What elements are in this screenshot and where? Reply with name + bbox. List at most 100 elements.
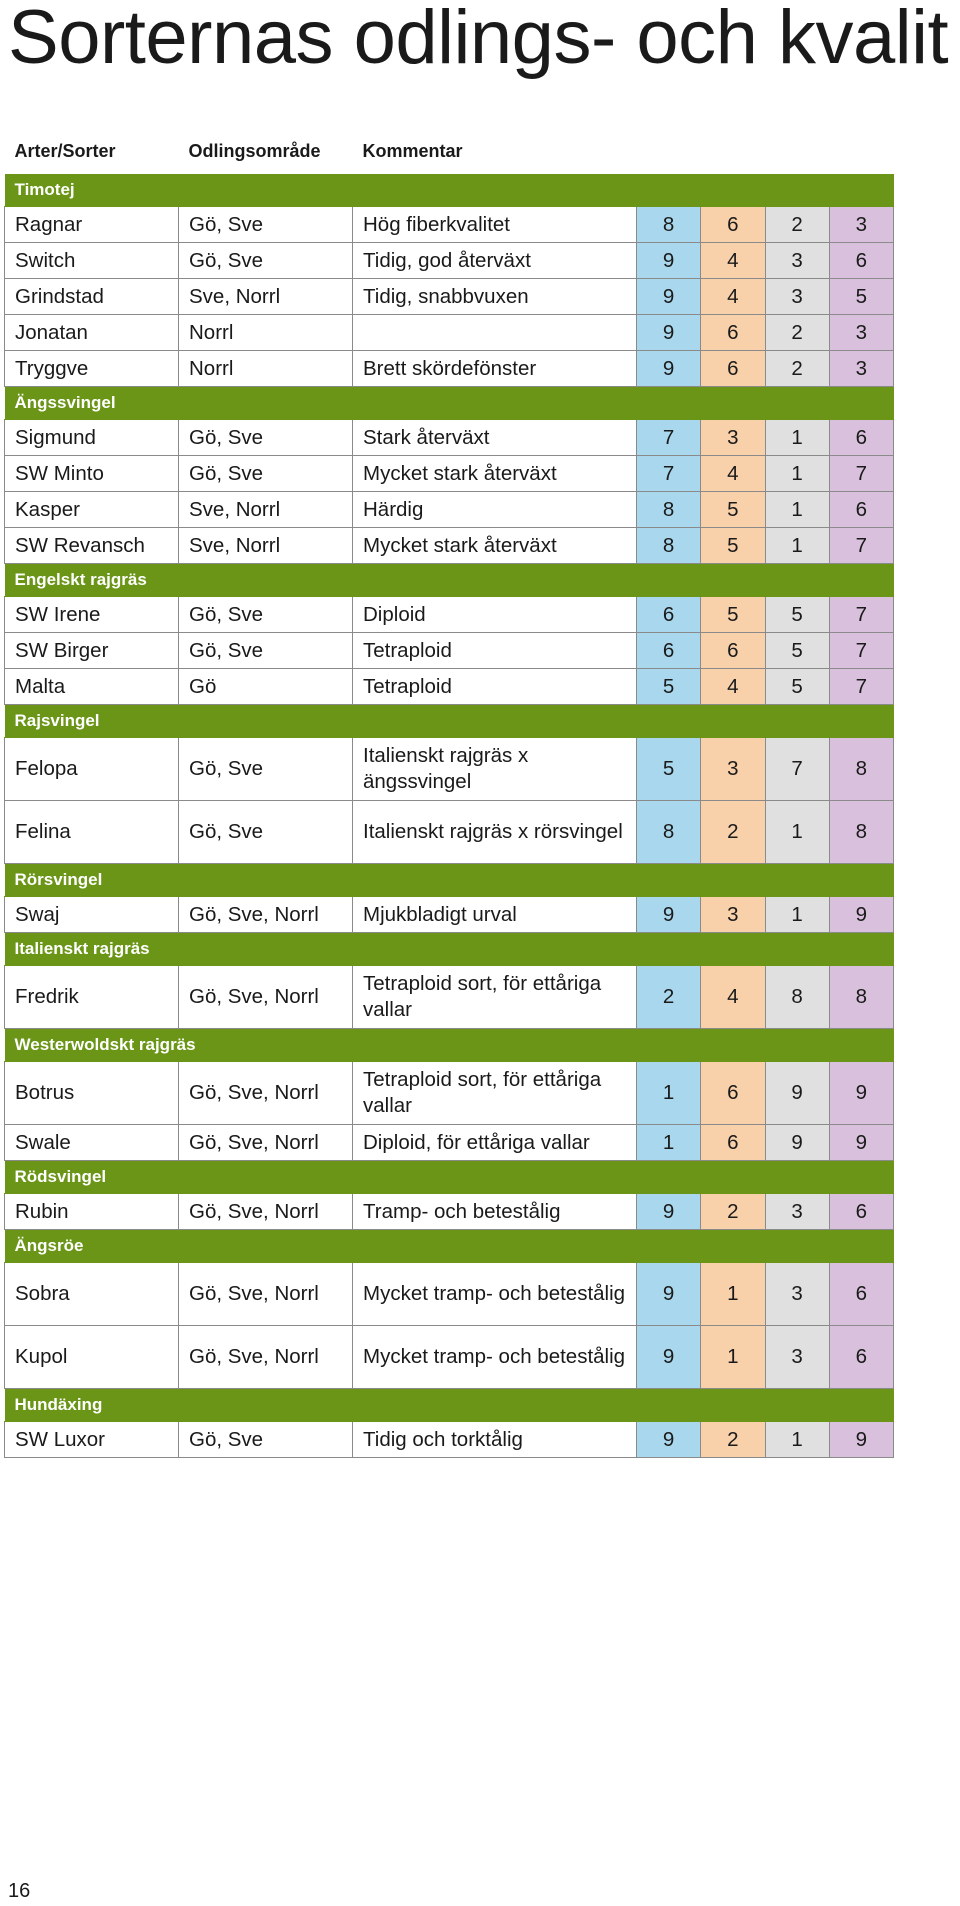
- variety-name: Kasper: [4, 491, 179, 528]
- value-cell-1: 9: [636, 314, 702, 351]
- table-row: Rubin Gö, Sve, Norrl Tramp- och betestålig…: [4, 1193, 895, 1230]
- value-cell-2: 6: [700, 314, 766, 351]
- column-header-area: Odlingsområde: [188, 140, 321, 161]
- table-row: SW Irene Gö, Sve Diploid 6 5 5 7: [4, 596, 895, 633]
- comment: Brett skördefönster: [352, 350, 637, 387]
- value-cell-1: 9: [636, 1421, 702, 1458]
- table-body: Timotej Ragnar Gö, Sve Hög fiberkvalitet 8 6 2…: [4, 174, 895, 1458]
- table-row: Switch Gö, Sve Tidig, god återväxt 9 4 3 6: [4, 242, 895, 279]
- variety-name: SW Irene: [4, 596, 179, 633]
- value-cell-1: 7: [636, 419, 702, 456]
- group-label: Ängsröe: [4, 1229, 894, 1263]
- variety-name: Jonatan: [4, 314, 179, 351]
- column-header-value-3: [765, 128, 829, 174]
- table-row: Sobra Gö, Sve, Norrl Mycket tramp- och bet…: [4, 1262, 895, 1326]
- growing-area: Norrl: [178, 314, 353, 351]
- value-cell-1: 2: [636, 965, 702, 1029]
- group-label: Rörsvingel: [4, 863, 894, 897]
- value-cell-4: 8: [829, 800, 895, 864]
- value-cell-2: 2: [700, 800, 766, 864]
- value-cell-2: 2: [700, 1421, 766, 1458]
- table-row: Botrus Gö, Sve, Norrl Tetraploid sort, för…: [4, 1061, 895, 1125]
- value-cell-4: 7: [829, 668, 895, 705]
- value-cell-4: 9: [829, 1421, 895, 1458]
- growing-area: Gö, Sve: [178, 632, 353, 669]
- growing-area: Gö: [178, 668, 353, 705]
- growing-area: Sve, Norrl: [178, 491, 353, 528]
- table-row: Malta Gö Tetraploid 5 4 5 7: [4, 668, 895, 705]
- value-cell-2: 6: [700, 1061, 766, 1125]
- comment: Mycket tramp- och betestålig: [352, 1262, 637, 1326]
- variety-name: Felina: [4, 800, 179, 864]
- value-cell-3: 1: [765, 419, 830, 456]
- value-cell-3: 5: [765, 632, 830, 669]
- value-cell-2: 6: [700, 632, 766, 669]
- comment: Diploid, för ettåriga vallar: [352, 1124, 637, 1161]
- comment: Härdig: [352, 491, 637, 528]
- value-cell-3: 3: [765, 1262, 830, 1326]
- value-cell-2: 3: [700, 737, 766, 801]
- group-label: Timotej: [4, 174, 894, 207]
- growing-area: Gö, Sve: [178, 737, 353, 801]
- comment: Tetraploid: [352, 668, 637, 705]
- group-label: Engelskt rajgräs: [4, 563, 894, 597]
- growing-area: Gö, Sve: [178, 1421, 353, 1458]
- growing-area: Gö, Sve, Norrl: [178, 965, 353, 1029]
- value-cell-1: 5: [636, 737, 702, 801]
- value-cell-1: 8: [636, 800, 702, 864]
- page-number: 16: [8, 1880, 31, 1902]
- value-cell-4: 9: [829, 1124, 895, 1161]
- variety-name: Fredrik: [4, 965, 179, 1029]
- growing-area: Gö, Sve: [178, 206, 353, 243]
- value-cell-3: 3: [765, 242, 830, 279]
- comment: Mycket stark återväxt: [352, 455, 637, 492]
- group-row: Ängssvingel: [4, 386, 894, 420]
- comment: Italienskt rajgräs x ängssvingel: [352, 737, 637, 801]
- group-row: Engelskt rajgräs: [4, 563, 894, 597]
- column-header-value-1: [637, 128, 701, 174]
- variety-name: SW Revansch: [4, 527, 179, 564]
- group-label: Rajsvingel: [4, 704, 894, 738]
- comment: Tramp- och betestålig: [352, 1193, 637, 1230]
- value-cell-3: 1: [765, 896, 830, 933]
- growing-area: Gö, Sve, Norrl: [178, 1262, 353, 1326]
- value-cell-3: 1: [765, 491, 830, 528]
- variety-name: Felopa: [4, 737, 179, 801]
- value-cell-2: 4: [700, 278, 766, 315]
- variety-name: Botrus: [4, 1061, 179, 1125]
- comment: Tidig och torktålig: [352, 1421, 637, 1458]
- value-cell-2: 6: [700, 350, 766, 387]
- growing-area: Gö, Sve, Norrl: [178, 1325, 353, 1389]
- table-row: Felopa Gö, Sve Italienskt rajgräs x ängssv…: [4, 737, 895, 801]
- comment: Italienskt rajgräs x rörsvingel: [352, 800, 637, 864]
- group-label: Italienskt rajgräs: [4, 932, 894, 966]
- value-cell-3: 1: [765, 455, 830, 492]
- value-cell-3: 1: [765, 1421, 830, 1458]
- group-row: Italienskt rajgräs: [4, 932, 894, 966]
- table-row: Felina Gö, Sve Italienskt rajgräs x rörsvi…: [4, 800, 895, 864]
- variety-name: Swaj: [4, 896, 179, 933]
- value-cell-4: 9: [829, 896, 895, 933]
- value-cell-1: 7: [636, 455, 702, 492]
- value-cell-3: 3: [765, 1325, 830, 1389]
- value-cell-3: 8: [765, 965, 830, 1029]
- comment: [352, 314, 637, 351]
- variety-name: SW Birger: [4, 632, 179, 669]
- variety-name: Malta: [4, 668, 179, 705]
- table-row: SW Birger Gö, Sve Tetraploid 6 6 5 7: [4, 632, 895, 669]
- value-cell-4: 7: [829, 596, 895, 633]
- table-row: Tryggve Norrl Brett skördefönster 9 6 2 3: [4, 350, 895, 387]
- table-row: SW Minto Gö, Sve Mycket stark återväxt 7 4 1 7: [4, 455, 895, 492]
- value-cell-3: 9: [765, 1124, 830, 1161]
- table-row: Sigmund Gö, Sve Stark återväxt 7 3 1 6: [4, 419, 895, 456]
- table-row: Fredrik Gö, Sve, Norrl Tetraploid sort, fö…: [4, 965, 895, 1029]
- value-cell-1: 6: [636, 632, 702, 669]
- comment: Hög fiberkvalitet: [352, 206, 637, 243]
- value-cell-1: 8: [636, 527, 702, 564]
- value-cell-2: 5: [700, 491, 766, 528]
- value-cell-3: 2: [765, 350, 830, 387]
- growing-area: Gö, Sve, Norrl: [178, 1061, 353, 1125]
- value-cell-3: 7: [765, 737, 830, 801]
- group-row: Timotej: [4, 174, 894, 207]
- growing-area: Gö, Sve, Norrl: [178, 1124, 353, 1161]
